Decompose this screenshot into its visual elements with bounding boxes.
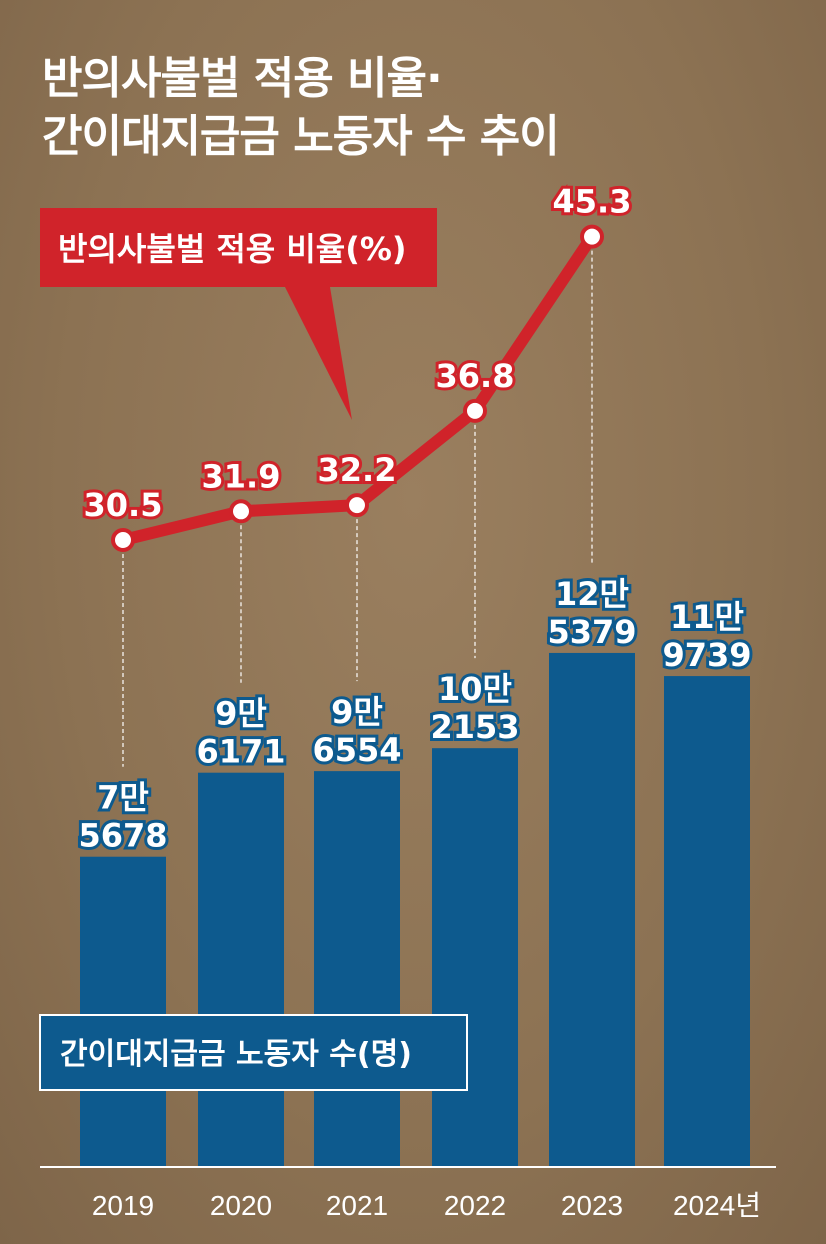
legend-pointer bbox=[285, 287, 352, 420]
line-point-2020 bbox=[229, 499, 253, 524]
line-value-label: 30.5 bbox=[84, 486, 163, 524]
bar-2021 bbox=[314, 771, 400, 1167]
bar-value-label: 5678 bbox=[78, 817, 167, 855]
x-tick-label: 2022 bbox=[444, 1190, 506, 1221]
line-value-label: 32.2 bbox=[318, 451, 397, 489]
bar-value-label: 9만 bbox=[215, 695, 267, 733]
bar-2023 bbox=[549, 652, 635, 1167]
x-tick-label: 2023 bbox=[561, 1190, 623, 1221]
bar-2024년 bbox=[664, 676, 750, 1167]
bar-value-label: 5379 bbox=[547, 613, 636, 651]
line-point-2023 bbox=[580, 224, 604, 249]
chart-title-line2: 간이대지급금 노동자 수 추이 bbox=[42, 111, 560, 162]
bar-value-label: 9739 bbox=[662, 636, 751, 674]
bar-value-label: 7만 bbox=[97, 779, 149, 817]
bar-2020 bbox=[198, 772, 284, 1167]
legend-bar-box bbox=[39, 1014, 468, 1091]
x-tick-label: 2020 bbox=[210, 1190, 272, 1221]
x-tick-label: 2021 bbox=[326, 1190, 388, 1221]
chart-title-line1: 반의사불벌 적용 비율· bbox=[42, 53, 443, 104]
line-value-label: 36.8 bbox=[436, 357, 515, 395]
bar-value-label: 10만 bbox=[438, 670, 512, 708]
x-tick-label: 2024년 bbox=[673, 1190, 761, 1221]
legend-bar-label: 간이대지급금 노동자 수(명) bbox=[60, 1037, 412, 1072]
bar-value-label: 11만 bbox=[670, 598, 744, 636]
line-value-label: 45.3 bbox=[553, 183, 632, 221]
x-tick-label: 2019 bbox=[92, 1190, 154, 1221]
bar-value-label: 9만 bbox=[331, 693, 383, 731]
bar-value-label: 6554 bbox=[312, 731, 401, 769]
line-point-2019 bbox=[111, 528, 135, 552]
bar-2022 bbox=[432, 748, 518, 1167]
bar-value-label: 6171 bbox=[196, 733, 285, 771]
line-point-2021 bbox=[345, 493, 369, 518]
legend-line-label: 반의사불벌 적용 비율(%) bbox=[58, 230, 407, 268]
line-value-label: 31.9 bbox=[202, 457, 281, 495]
line-point-2022 bbox=[463, 398, 487, 423]
bar-2019 bbox=[80, 856, 166, 1167]
bar-value-label: 12만 bbox=[555, 575, 629, 613]
legend-line-box bbox=[40, 208, 437, 287]
bar-value-label: 2153 bbox=[430, 708, 519, 746]
